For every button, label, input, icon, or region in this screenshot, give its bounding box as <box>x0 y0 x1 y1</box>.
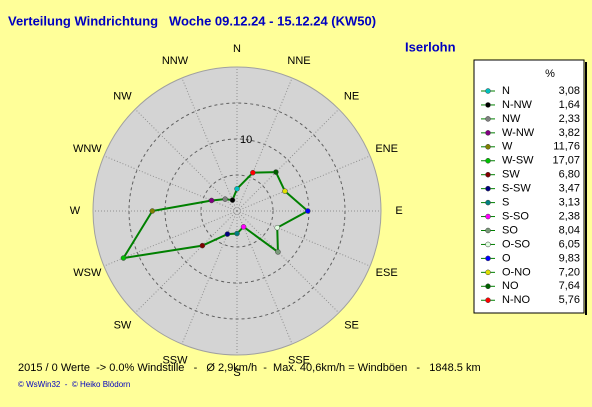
legend-marker <box>485 283 491 290</box>
point <box>149 208 156 214</box>
point <box>222 196 228 202</box>
legend-name: S <box>502 197 509 209</box>
legend-marker <box>485 199 491 206</box>
legend-name: W <box>502 141 513 153</box>
legend-value: 3,13 <box>559 197 580 209</box>
direction-label: NNE <box>287 55 310 67</box>
direction-label: E <box>395 205 402 217</box>
legend-value: 17,07 <box>552 155 580 167</box>
legend-marker <box>485 144 491 150</box>
legend-value: 6,05 <box>559 238 580 250</box>
legend-marker <box>485 171 491 178</box>
legend-name: S-SO <box>502 210 529 222</box>
legend-name: NO <box>502 280 519 292</box>
point <box>199 242 206 249</box>
chart-subtitle: Iserlohn <box>405 39 456 54</box>
spoke <box>103 155 238 212</box>
legend-marker <box>485 185 491 192</box>
legend-name: N <box>502 85 510 97</box>
point <box>120 255 127 261</box>
legend-marker <box>485 241 491 248</box>
point <box>224 231 231 237</box>
legend-value: 3,82 <box>559 127 580 139</box>
legend-value: 3,08 <box>559 85 580 97</box>
direction-label: ENE <box>375 143 398 155</box>
legend-header: % <box>545 68 555 80</box>
legend-marker <box>485 130 491 136</box>
direction-label: NE <box>344 90 359 102</box>
spoke <box>134 210 238 314</box>
legend-marker <box>485 255 491 262</box>
direction-label: NNW <box>162 55 189 67</box>
point <box>274 224 280 231</box>
point <box>273 169 279 175</box>
direction-label: W <box>70 205 81 217</box>
legend-value: 7,20 <box>559 266 580 278</box>
legend-marker <box>485 213 491 220</box>
point <box>250 169 256 176</box>
legend-name: SW <box>502 169 520 181</box>
legend-marker <box>485 116 491 122</box>
legend-name: W-SW <box>502 155 534 167</box>
legend-value: 6,80 <box>559 169 580 181</box>
legend-marker <box>485 297 491 303</box>
legend-value: 11,76 <box>553 141 580 153</box>
legend-value: 5,76 <box>559 294 580 306</box>
legend-box <box>473 59 585 314</box>
spoke <box>134 108 238 212</box>
direction-label: NW <box>113 90 132 102</box>
direction-label: ESE <box>376 267 398 279</box>
spoke <box>236 108 340 212</box>
legend-name: SO <box>502 224 518 236</box>
legend-name: O-NO <box>502 266 531 278</box>
point <box>282 188 288 194</box>
direction-label: SW <box>114 319 132 331</box>
legend-value: 2,38 <box>559 210 580 222</box>
point <box>229 197 236 203</box>
legend-value: 1,64 <box>559 99 580 111</box>
direction-label: WNW <box>73 143 102 155</box>
legend-value: 2,33 <box>559 113 580 125</box>
legend-name: S-SW <box>502 183 531 195</box>
point <box>275 249 281 255</box>
direction-label: N <box>233 43 241 55</box>
spoke <box>236 210 371 267</box>
legend-name: W-NW <box>502 127 535 139</box>
spoke <box>236 77 293 212</box>
legend-name: O <box>502 252 511 264</box>
direction-label: SE <box>344 319 359 331</box>
spoke <box>181 77 238 212</box>
legend-value: 9,83 <box>559 252 580 264</box>
legend-name: NW <box>502 113 521 125</box>
point <box>305 208 311 214</box>
spoke <box>236 155 371 212</box>
legend-name: N-NW <box>502 99 533 111</box>
legend-marker <box>485 158 491 164</box>
credit: © WsWin32 - © Heiko Blödorn <box>18 380 130 389</box>
footer: 2015 / 0 Werte -> 0.0% Windstille - Ø 2,… <box>18 362 481 374</box>
point <box>234 186 240 192</box>
legend-value: 8,04 <box>559 224 580 236</box>
direction-label: S <box>233 367 240 379</box>
r-tick-label: 10 <box>240 134 252 146</box>
direction-label: SSE <box>288 355 310 367</box>
legend-name: O-SO <box>502 238 531 250</box>
legend-name: N-NO <box>502 294 531 306</box>
legend-marker <box>485 102 491 108</box>
point <box>234 230 240 237</box>
point <box>240 224 247 230</box>
direction-label: SSW <box>162 355 188 367</box>
spoke <box>236 210 340 314</box>
chart-title: Verteilung Windrichtung Woche 09.12.24 -… <box>8 13 376 28</box>
legend-marker <box>485 227 491 234</box>
legend-marker <box>485 88 491 94</box>
legend-marker <box>485 269 491 276</box>
spoke <box>236 210 293 345</box>
direction-label: WSW <box>73 267 102 279</box>
legend-value: 7,64 <box>559 280 580 292</box>
point <box>208 197 215 204</box>
legend-value: 3,47 <box>559 183 580 195</box>
